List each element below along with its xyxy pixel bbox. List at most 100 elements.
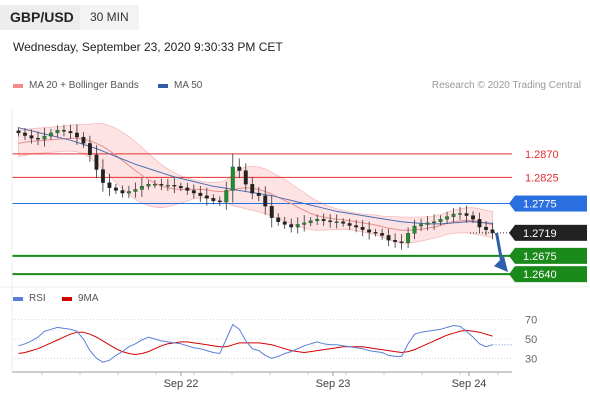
candle-body <box>68 131 73 134</box>
candle <box>458 207 462 220</box>
level-label-1.2675: 1.2675 <box>523 251 557 263</box>
candle-body <box>438 219 443 222</box>
candle-body <box>276 217 281 222</box>
level-label-1.2719: 1.2719 <box>523 228 557 240</box>
candle <box>471 211 475 224</box>
candle <box>308 217 313 227</box>
candle <box>451 207 456 223</box>
candle <box>152 180 157 188</box>
rsi-tick-label-30: 30 <box>525 353 537 365</box>
candle-body <box>399 241 404 243</box>
candle <box>484 221 488 236</box>
candle-body <box>113 187 118 191</box>
candle <box>237 158 242 179</box>
candle-body <box>165 185 170 187</box>
ma50-swatch <box>158 83 168 88</box>
candle <box>354 219 359 233</box>
candle-body <box>269 206 274 218</box>
candle <box>380 228 385 240</box>
candle <box>302 215 307 232</box>
candle <box>36 131 40 146</box>
candle <box>328 214 333 228</box>
level-tag-pointer-1.2675 <box>509 247 515 264</box>
forecast-arrow-shaft <box>495 232 504 264</box>
candle <box>16 127 21 137</box>
level-label-1.2775: 1.2775 <box>523 199 557 211</box>
candle-body <box>373 232 378 234</box>
symbol-tab: GBP/USD <box>0 5 84 30</box>
candle-body <box>445 216 450 220</box>
rsi-line <box>18 323 493 363</box>
legend-rsi: RSI <box>13 293 46 304</box>
candle-body <box>55 130 60 134</box>
timeframe-tab[interactable]: 30 MIN <box>80 5 139 30</box>
level-tag-1.2675 <box>515 247 587 264</box>
x-tick-label-Sep 24: Sep 24 <box>452 378 487 390</box>
ma20-swatch <box>13 83 23 88</box>
candle-body <box>178 186 183 188</box>
candle <box>133 182 138 198</box>
rsi-swatch <box>13 296 23 301</box>
candle-body <box>419 224 424 227</box>
level-tag-1.2640 <box>515 266 587 283</box>
candle-body <box>185 187 190 191</box>
candle <box>406 227 411 249</box>
ma9-swatch <box>62 296 72 301</box>
x-tick-label-Sep 23: Sep 23 <box>316 378 351 390</box>
candle <box>81 132 86 148</box>
candle-body <box>289 224 294 228</box>
candle <box>146 180 151 190</box>
candle-body <box>204 195 209 199</box>
candle <box>211 194 216 205</box>
candle <box>276 213 281 226</box>
candle-body <box>74 132 79 138</box>
candle <box>159 178 164 191</box>
level-label-1.2825: 1.2825 <box>525 172 559 184</box>
candle <box>477 212 482 233</box>
candle <box>419 218 424 232</box>
candle <box>445 211 450 224</box>
x-tick-label-Sep 22: Sep 22 <box>164 378 199 390</box>
candle <box>438 215 443 226</box>
candle <box>256 187 261 202</box>
candle-body <box>386 235 391 241</box>
candle <box>178 182 183 192</box>
candle-body <box>159 184 164 186</box>
candle <box>367 221 372 240</box>
candle <box>94 145 99 179</box>
rsi-tick-label-50: 50 <box>525 334 537 346</box>
candle <box>393 233 398 248</box>
candle-body <box>250 184 255 194</box>
legend-9ma: 9MA <box>62 293 99 304</box>
candle <box>107 173 112 196</box>
candle-body <box>87 143 92 156</box>
legend-ma20: MA 20 + Bollinger Bands <box>13 80 139 91</box>
candle <box>204 187 209 206</box>
candle <box>373 228 378 237</box>
candle-body <box>347 223 352 226</box>
candle-body <box>458 213 462 215</box>
candle-body <box>451 213 456 217</box>
candle-body <box>341 221 346 224</box>
legend-ma50: MA 50 <box>158 80 202 91</box>
candle <box>87 135 92 162</box>
candle <box>113 183 118 194</box>
candle-body <box>393 240 398 242</box>
candle <box>120 185 125 198</box>
candle-body <box>354 225 359 228</box>
candle-body <box>230 166 235 191</box>
candle-body <box>367 229 372 233</box>
level-tag-pointer-1.2640 <box>509 266 515 283</box>
candle-body <box>139 186 144 190</box>
candle <box>490 222 495 240</box>
candle <box>68 124 73 139</box>
candle-body <box>81 136 86 144</box>
candle <box>315 214 320 225</box>
candle-body <box>42 135 47 140</box>
candle <box>334 214 339 229</box>
candle-body <box>133 189 138 192</box>
candle-body <box>471 215 475 220</box>
candle-body <box>295 224 300 228</box>
candle-body <box>120 190 125 194</box>
